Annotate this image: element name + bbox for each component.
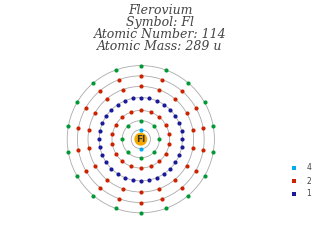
Text: Atomic Number: 114: Atomic Number: 114	[94, 28, 226, 41]
Text: 1: 1	[307, 190, 311, 198]
Text: 2: 2	[307, 176, 311, 186]
Text: Fl: Fl	[136, 135, 145, 144]
Circle shape	[135, 133, 147, 145]
Text: 4: 4	[307, 163, 311, 173]
Text: Flerovium: Flerovium	[128, 4, 192, 17]
Text: Atomic Mass: 289 u: Atomic Mass: 289 u	[97, 40, 223, 53]
Text: Symbol: Fl: Symbol: Fl	[126, 16, 194, 29]
